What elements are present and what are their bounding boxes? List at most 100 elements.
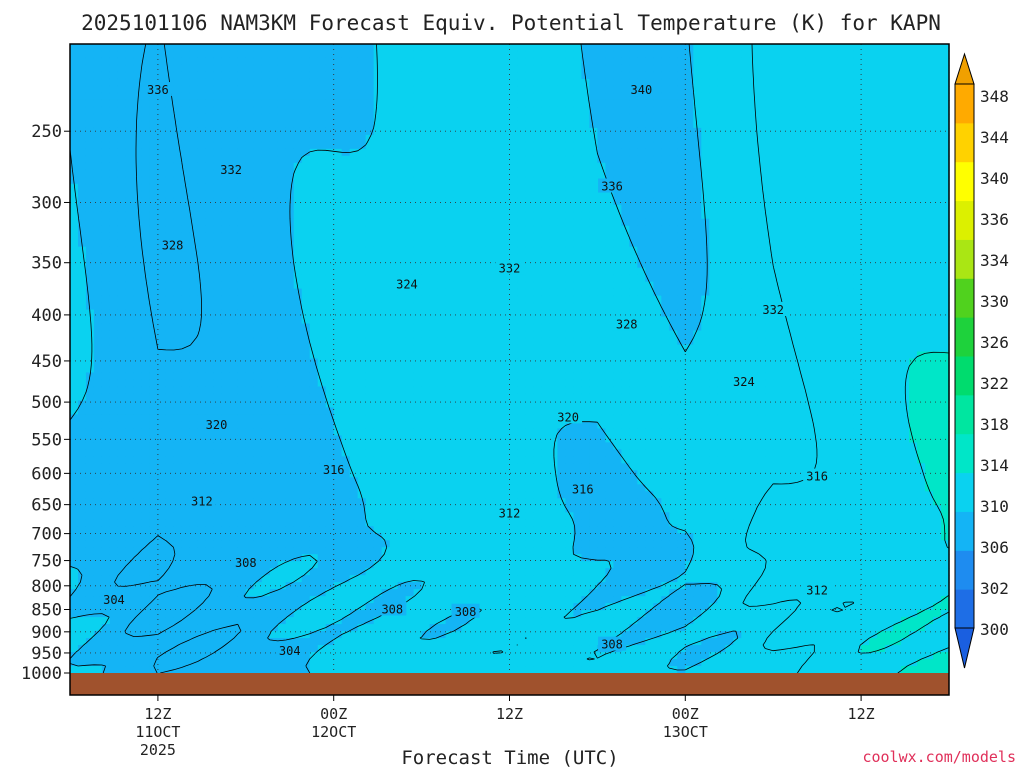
field-cell — [294, 421, 303, 429]
field-cell — [166, 421, 175, 429]
field-cell — [270, 149, 279, 157]
field-cell — [446, 421, 455, 429]
field-cell — [254, 519, 263, 527]
field-cell — [206, 512, 215, 520]
field-cell — [438, 72, 447, 80]
field-cell — [262, 428, 271, 436]
field-cell — [366, 212, 375, 220]
field-cell — [182, 79, 191, 87]
field-cell — [422, 484, 431, 492]
field-cell — [134, 261, 143, 269]
field-cell — [502, 352, 511, 360]
field-cell — [438, 296, 447, 304]
field-cell — [310, 652, 319, 660]
field-cell — [206, 261, 215, 269]
field-cell — [70, 484, 79, 492]
field-cell — [150, 484, 159, 492]
field-cell — [286, 505, 295, 513]
field-cell — [278, 324, 287, 332]
field-cell — [390, 331, 399, 339]
field-cell — [390, 128, 399, 136]
field-cell — [390, 589, 399, 597]
field-cell — [390, 338, 399, 346]
field-cell — [310, 386, 319, 394]
field-cell — [478, 205, 487, 213]
field-cell — [478, 414, 487, 422]
field-cell — [318, 121, 327, 129]
field-cell — [326, 72, 335, 80]
field-cell — [222, 582, 231, 590]
field-cell — [470, 289, 479, 297]
field-cell — [470, 254, 479, 262]
field-cell — [166, 547, 175, 555]
field-cell — [398, 51, 407, 59]
field-cell — [374, 449, 383, 457]
field-cell — [206, 659, 215, 667]
field-cell — [398, 149, 407, 157]
field-cell — [382, 219, 391, 227]
field-cell — [342, 100, 351, 108]
field-cell — [374, 624, 383, 632]
field-cell — [86, 296, 95, 304]
field-cell — [286, 526, 295, 534]
field-cell — [206, 163, 215, 171]
field-cell — [358, 51, 367, 59]
field-cell — [414, 212, 423, 220]
field-cell — [254, 659, 263, 667]
field-cell — [198, 372, 207, 380]
field-cell — [414, 421, 423, 429]
field-cell — [382, 282, 391, 290]
field-cell — [126, 345, 135, 353]
field-cell — [478, 652, 487, 660]
field-cell — [334, 449, 343, 457]
field-cell — [486, 659, 495, 667]
field-cell — [302, 205, 311, 213]
field-cell — [422, 72, 431, 80]
field-cell — [78, 379, 87, 387]
field-cell — [214, 338, 223, 346]
field-cell — [126, 512, 135, 520]
field-cell — [326, 596, 335, 604]
field-cell — [150, 44, 159, 52]
field-cell — [102, 142, 111, 150]
field-cell — [222, 44, 231, 52]
field-cell — [398, 540, 407, 548]
field-cell — [358, 317, 367, 325]
field-cell — [318, 645, 327, 653]
field-cell — [358, 163, 367, 171]
field-cell — [502, 393, 511, 401]
field-cell — [438, 638, 447, 646]
field-cell — [494, 617, 503, 625]
field-cell — [174, 407, 183, 415]
field-cell — [214, 142, 223, 150]
field-cell — [94, 414, 103, 422]
field-cell — [326, 512, 335, 520]
field-cell — [158, 177, 167, 185]
field-cell — [94, 617, 103, 625]
field-cell — [142, 198, 151, 206]
field-cell — [70, 352, 79, 360]
field-cell — [190, 240, 199, 248]
field-cell — [78, 428, 87, 436]
field-cell — [430, 505, 439, 513]
field-cell — [406, 365, 415, 373]
field-cell — [398, 261, 407, 269]
field-cell — [318, 240, 327, 248]
field-cell — [390, 365, 399, 373]
field-cell — [302, 603, 311, 611]
field-cell — [446, 121, 455, 129]
field-cell — [118, 414, 127, 422]
field-cell — [70, 282, 79, 290]
field-cell — [254, 219, 263, 227]
field-cell — [366, 624, 375, 632]
field-cell — [366, 659, 375, 667]
field-cell — [206, 317, 215, 325]
field-cell — [270, 226, 279, 234]
field-cell — [222, 610, 231, 618]
field-cell — [222, 568, 231, 576]
field-cell — [310, 491, 319, 499]
field-cell — [230, 638, 239, 646]
field-cell — [374, 338, 383, 346]
field-cell — [374, 331, 383, 339]
field-cell — [406, 386, 415, 394]
